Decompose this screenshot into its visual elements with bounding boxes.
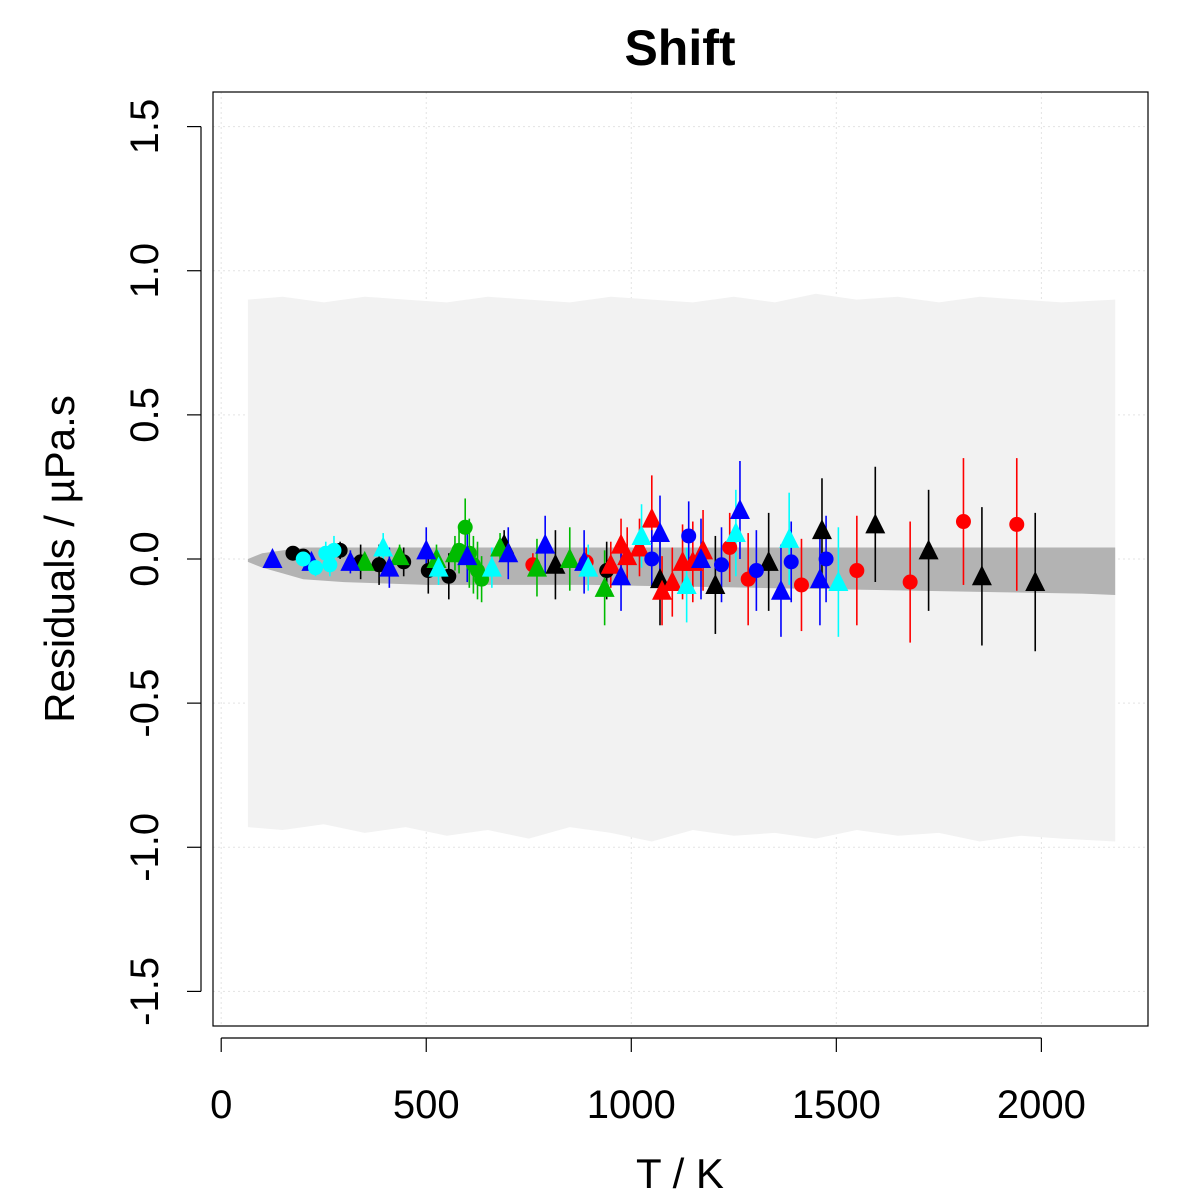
data-point-circle (644, 551, 660, 567)
data-point-triangle (631, 524, 652, 545)
data-point-triangle (705, 573, 726, 594)
data-point-triangle (865, 513, 886, 534)
y-tick-label: -0.5 (123, 669, 167, 738)
data-point-triangle (262, 548, 283, 568)
data-point-triangle (1025, 571, 1046, 592)
data-point-circle (457, 519, 473, 535)
data-point-triangle (600, 553, 621, 574)
y-tick-label: -1.5 (123, 957, 167, 1026)
data-point-circle (326, 542, 342, 558)
data-point-circle (818, 551, 834, 567)
data-point-triangle (779, 527, 800, 548)
y-tick-label: 1.0 (123, 243, 167, 299)
data-point-circle (902, 574, 918, 590)
data-point-triangle (559, 548, 580, 568)
data-point-circle (714, 557, 730, 573)
data-point-triangle (611, 565, 632, 586)
data-point-triangle (481, 556, 502, 577)
data-point-circle (783, 554, 799, 570)
data-point-circle (955, 514, 971, 530)
data-point-triangle (770, 579, 791, 600)
data-point-triangle (649, 568, 670, 589)
data-point-triangle (594, 576, 615, 597)
data-point-triangle (811, 519, 832, 540)
data-point-triangle (617, 545, 638, 566)
data-point-circle (793, 577, 809, 593)
data-point-circle (371, 557, 387, 573)
data-point-triangle (676, 573, 697, 594)
data-point-triangle (758, 550, 779, 571)
data-point-triangle (578, 556, 599, 577)
data-point-triangle (373, 536, 394, 557)
data-point-circle (681, 528, 697, 544)
data-point-circle (295, 551, 311, 567)
data-point-triangle (428, 556, 449, 577)
y-axis: -1.5 -1.0 -0.5 0.0 0.5 1.0 1.5 (123, 99, 202, 1026)
data-point-triangle (971, 565, 992, 586)
data-point-triangle (649, 522, 670, 543)
data-point-triangle (652, 579, 673, 600)
data-point-triangle (629, 536, 650, 557)
data-point-triangle (662, 571, 683, 592)
data-point-circle (322, 557, 338, 573)
data-point-triangle (691, 548, 712, 568)
y-axis-title: Residuals / µPa.s (36, 395, 83, 723)
data-point-triangle (641, 507, 662, 528)
data-point-triangle (918, 539, 939, 560)
data-point-triangle (535, 533, 556, 554)
data-point-circle (308, 560, 324, 576)
chart-title: Shift (624, 20, 735, 76)
y-tick-label: 0.5 (123, 387, 167, 443)
plot-frame (212, 91, 1149, 1027)
data-point-circle (1009, 516, 1025, 532)
x-tick-label: 1500 (792, 1083, 881, 1127)
data-point-triangle (526, 556, 547, 577)
data-points (262, 498, 1046, 600)
x-tick-label: 1000 (587, 1083, 676, 1127)
x-tick-label: 500 (393, 1083, 460, 1127)
x-axis: 0 500 1000 1500 2000 (210, 1037, 1086, 1127)
data-point-triangle (354, 550, 375, 571)
data-point-triangle (416, 539, 437, 560)
data-point-circle (722, 539, 738, 555)
data-point-triangle (444, 542, 465, 563)
y-tick-label: 0.0 (123, 531, 167, 587)
x-tick-label: 2000 (997, 1083, 1086, 1127)
data-point-triangle (498, 542, 519, 563)
data-point-triangle (457, 545, 478, 566)
y-tick-label: 1.5 (123, 99, 167, 155)
y-tick-label: -1.0 (123, 813, 167, 882)
x-tick-label: 0 (210, 1083, 232, 1127)
data-point-triangle (389, 545, 410, 566)
data-point-triangle (545, 553, 566, 574)
data-point-triangle (725, 522, 746, 543)
data-point-circle (849, 563, 865, 579)
data-point-triangle (809, 568, 830, 589)
data-point-triangle (340, 550, 361, 571)
x-axis-title: T / K (636, 1150, 724, 1197)
data-point-triangle (379, 556, 400, 577)
data-point-triangle (828, 571, 849, 592)
data-point-circle (748, 563, 764, 579)
data-point-triangle (729, 498, 750, 519)
